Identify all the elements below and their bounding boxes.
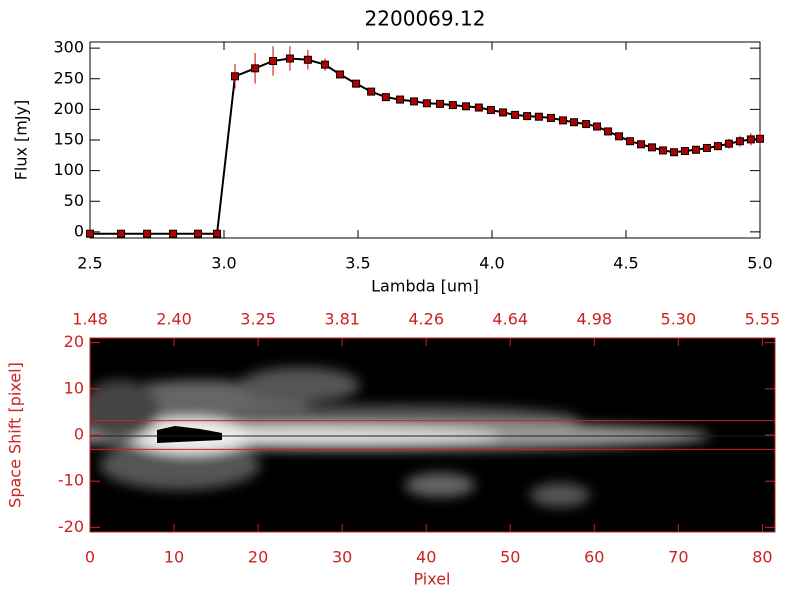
data-point <box>213 229 222 238</box>
data-point <box>336 70 345 79</box>
y-tick-label: 10 <box>64 378 84 397</box>
x-tick-label: 20 <box>248 548 268 567</box>
data-point <box>511 110 520 119</box>
data-point <box>669 148 678 157</box>
top-x-tick-label: 1.48 <box>72 310 108 329</box>
data-point <box>381 93 390 102</box>
data-point <box>559 116 568 125</box>
top-x-tick-label: 2.40 <box>156 310 192 329</box>
data-point <box>756 134 764 143</box>
y-axis-label: Flux [mJy] <box>12 100 31 181</box>
data-point <box>546 113 555 122</box>
data-point <box>582 120 591 129</box>
y-tick-label: 0 <box>74 221 84 240</box>
spectrum-image <box>90 338 775 532</box>
data-point <box>396 95 405 104</box>
data-point <box>523 112 532 121</box>
data-point <box>169 229 178 238</box>
x-axis-label: Pixel <box>413 570 450 589</box>
data-point <box>117 229 126 238</box>
data-point <box>285 54 294 63</box>
data-point <box>647 143 656 152</box>
data-point <box>251 64 260 73</box>
data-point <box>422 99 431 108</box>
data-point <box>462 102 471 111</box>
data-point <box>269 56 278 65</box>
data-point <box>604 127 613 136</box>
data-point <box>658 146 667 155</box>
data-point <box>534 112 543 121</box>
data-point <box>680 147 689 156</box>
data-point <box>86 229 94 238</box>
data-point <box>436 99 445 108</box>
x-tick-label: 4.5 <box>613 254 638 273</box>
chart-title: 2200069.12 <box>365 7 486 31</box>
x-tick-label: 3.0 <box>211 254 236 273</box>
y-tick-label: -20 <box>58 517 84 536</box>
data-point <box>724 139 733 148</box>
data-point <box>637 140 646 149</box>
data-point <box>486 105 495 114</box>
x-tick-label: 80 <box>752 548 772 567</box>
data-point <box>498 108 507 117</box>
top-x-tick-label: 4.98 <box>576 310 612 329</box>
y-tick-label: 100 <box>53 160 84 179</box>
top-x-tick-label: 4.64 <box>492 310 528 329</box>
y-tick-label: 200 <box>53 99 84 118</box>
data-point <box>352 79 361 88</box>
data-point <box>194 229 203 238</box>
data-point <box>303 55 312 64</box>
data-point <box>367 87 376 96</box>
x-tick-label: 4.0 <box>479 254 504 273</box>
x-tick-label: 2.5 <box>77 254 102 273</box>
data-point <box>410 97 419 106</box>
y-tick-label: 0 <box>74 425 84 444</box>
data-point <box>615 132 624 141</box>
data-point <box>143 229 152 238</box>
top-x-tick-label: 4.26 <box>408 310 444 329</box>
data-point <box>474 103 483 112</box>
data-point <box>570 118 579 127</box>
data-point <box>735 137 744 146</box>
y-tick-label: 300 <box>53 38 84 57</box>
x-tick-label: 0 <box>85 548 95 567</box>
y-tick-label: 250 <box>53 68 84 87</box>
data-point <box>702 143 711 152</box>
data-point <box>746 135 755 144</box>
top-x-tick-label: 5.30 <box>661 310 697 329</box>
y-axis-label: Space Shift [pixel] <box>6 362 25 508</box>
top-x-tick-label: 5.55 <box>745 310 781 329</box>
y-tick-label: -10 <box>58 471 84 490</box>
y-tick-label: 20 <box>64 332 84 351</box>
top-x-tick-label: 3.81 <box>324 310 360 329</box>
data-point <box>321 60 330 69</box>
data-point <box>230 72 239 81</box>
flux-line <box>90 57 761 235</box>
x-tick-label: 3.5 <box>345 254 370 273</box>
x-tick-label: 70 <box>668 548 688 567</box>
x-tick-label: 30 <box>332 548 352 567</box>
x-tick-label: 50 <box>500 548 520 567</box>
y-tick-label: 150 <box>53 130 84 149</box>
x-tick-label: 60 <box>584 548 604 567</box>
top-x-tick-label: 3.25 <box>240 310 276 329</box>
x-tick-label: 5.0 <box>747 254 772 273</box>
x-axis-label: Lambda [um] <box>371 277 479 296</box>
data-point <box>593 122 602 131</box>
data-point <box>448 101 457 110</box>
y-tick-label: 50 <box>64 191 84 210</box>
data-point <box>691 145 700 154</box>
plot-frame <box>89 41 761 239</box>
x-tick-label: 40 <box>416 548 436 567</box>
data-point <box>626 137 635 146</box>
x-tick-label: 10 <box>164 548 184 567</box>
data-point <box>713 142 722 151</box>
